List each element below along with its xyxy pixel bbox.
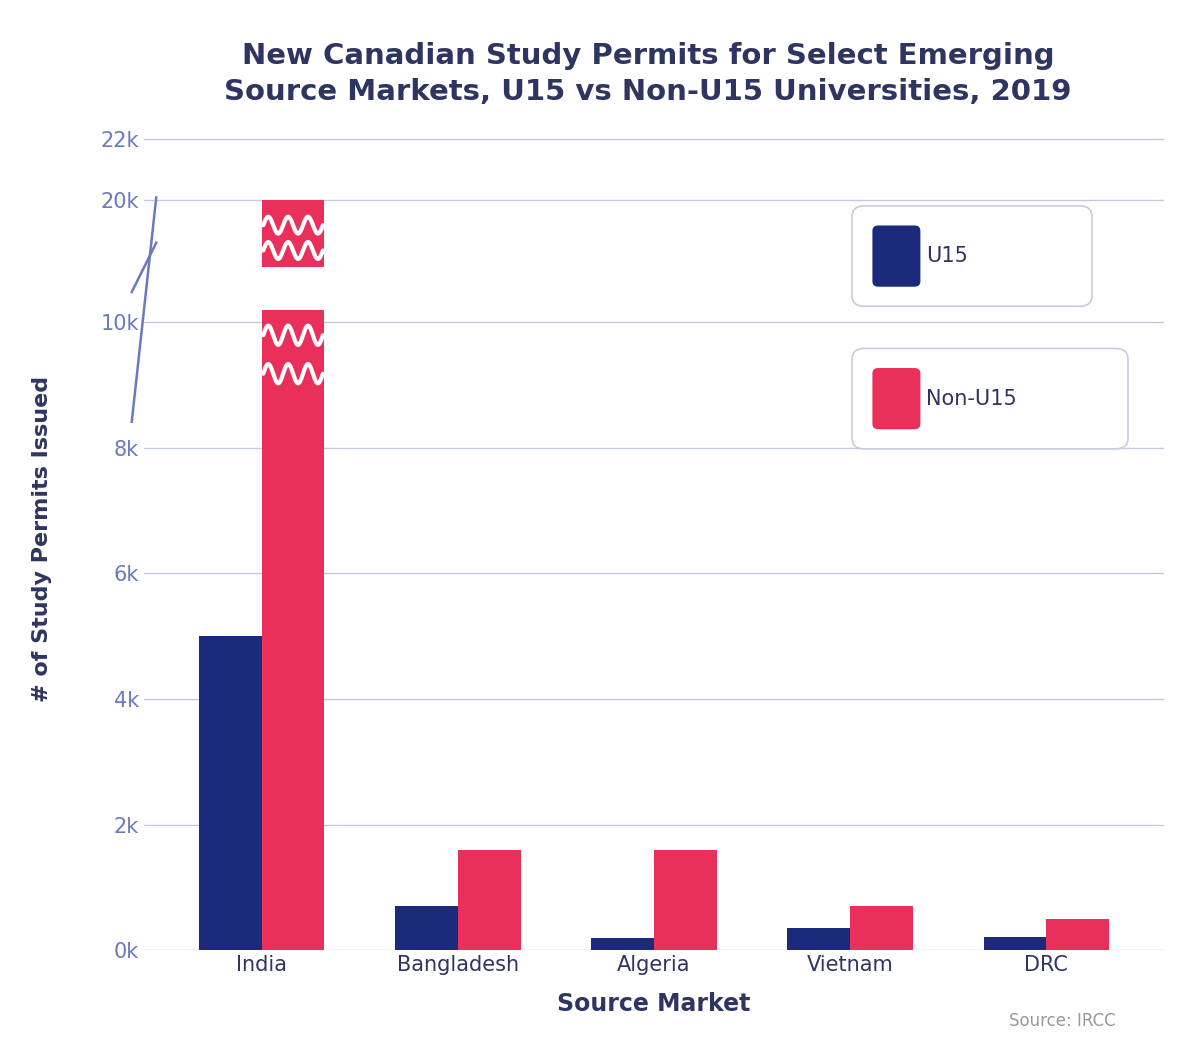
Bar (199, 659, 262, 812)
Text: Source: IRCC: Source: IRCC (1009, 1012, 1116, 1030)
Bar (654, 850, 716, 950)
Bar (984, 805, 1046, 812)
Bar (592, 806, 654, 812)
Bar (458, 762, 521, 812)
X-axis label: Source Market: Source Market (557, 992, 751, 1016)
Bar (262, 200, 324, 812)
Text: # of Study Permits Issued: # of Study Permits Issued (32, 376, 52, 701)
Text: New Canadian Study Permits for Select Emerging
Source Markets, U15 vs Non-U15 Un: New Canadian Study Permits for Select Em… (224, 42, 1072, 106)
Bar (592, 938, 654, 950)
Bar (395, 790, 458, 812)
Bar (262, 0, 324, 950)
Bar (395, 906, 458, 950)
Bar (850, 790, 913, 812)
Bar (787, 800, 850, 812)
Text: Non-U15: Non-U15 (926, 389, 1018, 409)
Text: U15: U15 (926, 246, 968, 266)
Bar (984, 937, 1046, 950)
Bar (654, 762, 716, 812)
Bar (199, 637, 262, 950)
Bar (1046, 796, 1109, 812)
Bar (787, 928, 850, 950)
Bar (850, 906, 913, 950)
Bar (458, 850, 521, 950)
Bar (1046, 919, 1109, 950)
